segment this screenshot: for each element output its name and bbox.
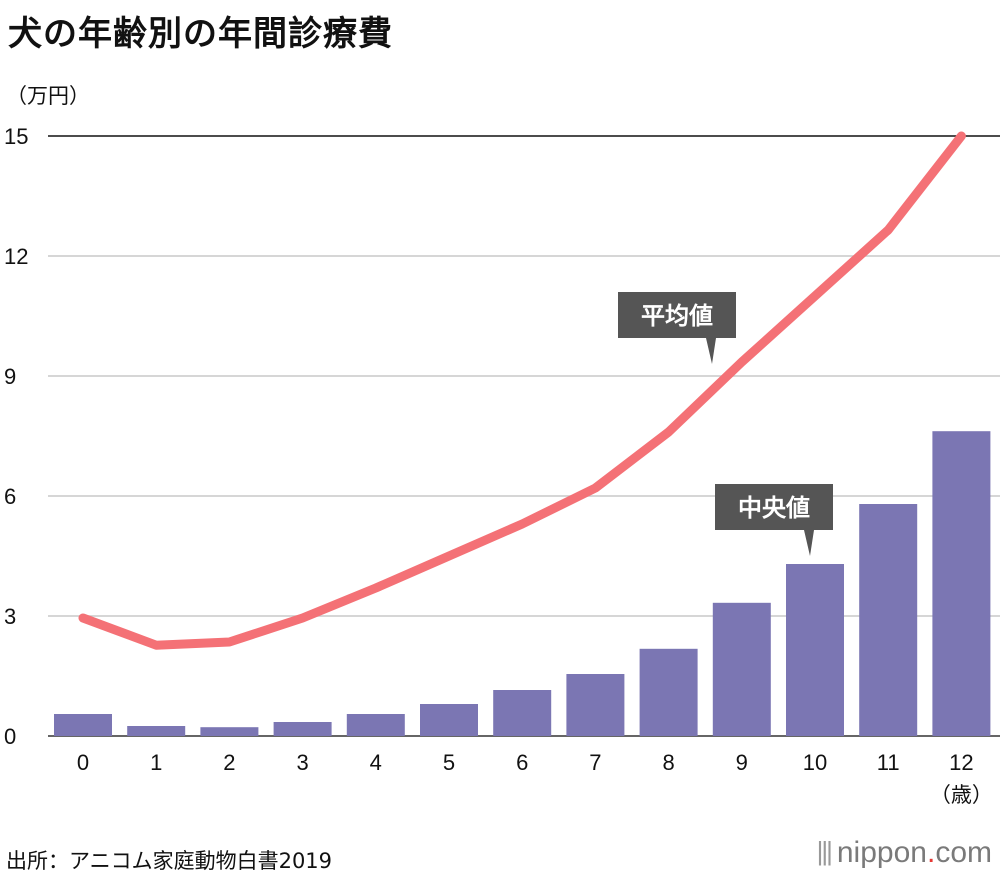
- x-tick-label: 4: [370, 750, 382, 775]
- y-tick-label: 9: [4, 364, 16, 389]
- x-tick-label: 9: [736, 750, 748, 775]
- x-tick-label: 5: [443, 750, 455, 775]
- brand-tld: com: [935, 836, 992, 869]
- source-note: 出所：アニコム家庭動物白書2019: [6, 849, 333, 873]
- x-tick-label: 0: [77, 750, 89, 775]
- average-callout: 平均値: [618, 292, 736, 364]
- y-tick-label: 6: [4, 484, 16, 509]
- median-callout-box: [715, 484, 833, 530]
- bar: [127, 726, 186, 736]
- x-tick-label: 2: [223, 750, 235, 775]
- x-tick-label: 12: [949, 750, 973, 775]
- bar: [932, 431, 991, 736]
- average-line: [78, 131, 966, 650]
- average-callout-pointer: [706, 338, 716, 364]
- bar: [420, 704, 478, 736]
- x-tick-label: 10: [803, 750, 827, 775]
- bar: [346, 714, 405, 736]
- x-axis-unit: （歳）: [930, 783, 993, 807]
- bar: [859, 504, 918, 736]
- x-tick-label: 6: [516, 750, 528, 775]
- chart-title: 犬の年齢別の年間診療費: [8, 14, 393, 54]
- y-tick-label: 15: [4, 124, 28, 149]
- y-tick-label: 3: [4, 604, 16, 629]
- median-callout-pointer: [804, 530, 814, 556]
- x-tick-label: 7: [589, 750, 601, 775]
- brand-bars-icon: |||: [816, 836, 833, 866]
- average-callout-box: [618, 292, 736, 338]
- y-tick-label: 0: [4, 724, 16, 749]
- median-callout-label: 中央値: [738, 494, 810, 522]
- x-tick-label: 8: [662, 750, 674, 775]
- brand-dot: .: [926, 836, 936, 869]
- x-tick-label: 11: [877, 750, 900, 775]
- bar: [493, 690, 552, 736]
- median-callout: 中央値: [715, 484, 833, 556]
- y-axis-unit: （万円）: [6, 84, 90, 108]
- bar: [273, 722, 332, 736]
- bar: [786, 564, 844, 736]
- bar: [200, 727, 259, 736]
- brand-logo: ||| nippon.com: [817, 836, 992, 870]
- x-tick-label: 1: [150, 750, 162, 775]
- bar: [712, 602, 771, 736]
- brand-name: nippon: [836, 836, 927, 869]
- bar: [54, 714, 112, 736]
- x-tick-label: 3: [296, 750, 308, 775]
- bar: [566, 674, 625, 736]
- y-tick-label: 12: [4, 244, 28, 269]
- average-callout-label: 平均値: [641, 302, 713, 330]
- bar: [639, 648, 698, 736]
